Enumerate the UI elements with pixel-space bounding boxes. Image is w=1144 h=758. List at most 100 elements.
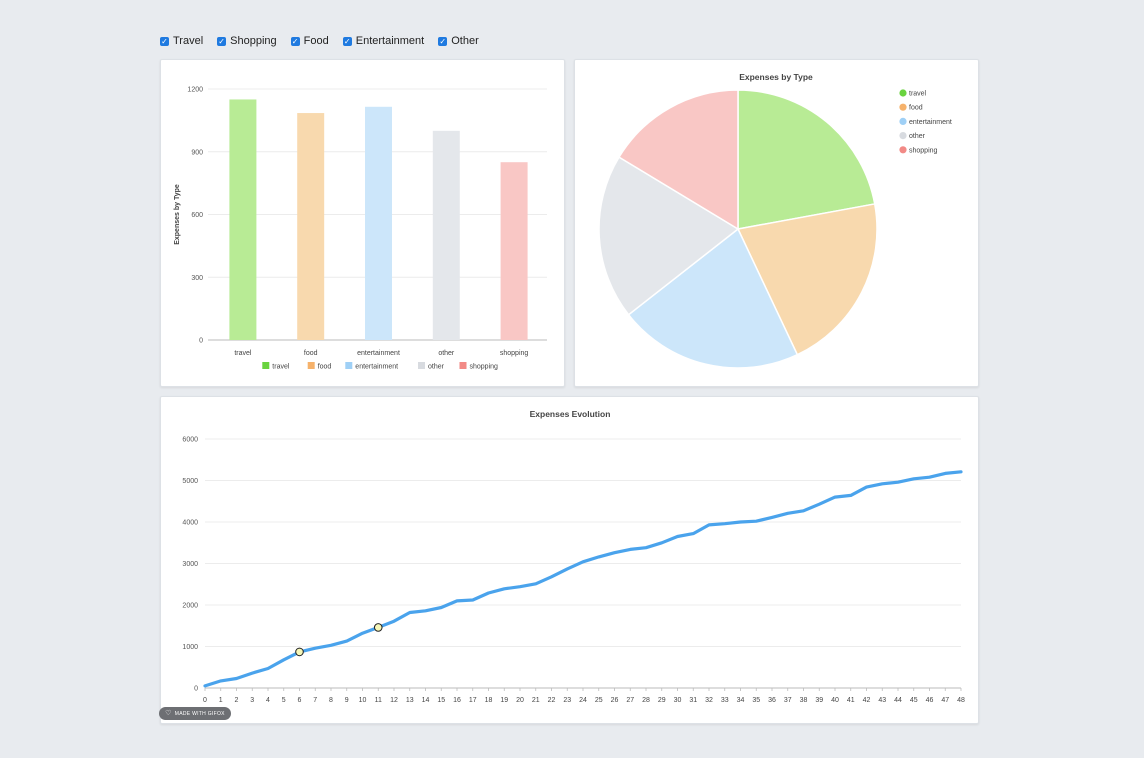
legend-label: shopping	[470, 364, 499, 371]
y-tick-label: 1200	[187, 87, 203, 94]
x-tick-label: 44	[894, 697, 902, 704]
x-tick-label: 28	[642, 697, 650, 704]
x-tick-label: 5	[282, 697, 286, 704]
x-tick-label: 17	[469, 697, 477, 704]
x-tick-label: 10	[359, 697, 367, 704]
x-tick-label: 11	[375, 697, 382, 704]
x-tick-label: 19	[500, 697, 508, 704]
x-tick-label: 18	[485, 697, 493, 704]
legend-label: entertainment	[909, 119, 952, 126]
x-tick-label: 38	[800, 697, 808, 704]
checkbox-shopping[interactable]: ✓	[217, 36, 227, 46]
heart-icon: ♡	[165, 710, 172, 717]
gifox-badge: ♡ MADE WITH GIFOX	[159, 707, 231, 720]
y-tick-label: 600	[191, 212, 203, 219]
x-tick-label: other	[438, 350, 455, 357]
x-tick-label: 16	[453, 697, 461, 704]
x-tick-label: 24	[579, 697, 587, 704]
x-tick-label: 41	[847, 697, 855, 704]
x-tick-label: 9	[345, 697, 349, 704]
x-tick-label: 35	[752, 697, 760, 704]
bar-travel	[229, 99, 257, 340]
x-tick-label: 45	[910, 697, 918, 704]
x-tick-label: entertainment	[357, 350, 400, 357]
legend-swatch-travel	[262, 362, 270, 369]
x-tick-label: 8	[329, 697, 333, 704]
legend-swatch-other	[418, 362, 425, 369]
bar-shopping	[500, 162, 528, 340]
x-tick-label: 33	[721, 697, 729, 704]
filter-food[interactable]: ✓ Food	[290, 35, 329, 47]
checkbox-other[interactable]: ✓	[438, 36, 448, 46]
bar-food	[297, 113, 325, 340]
filter-other[interactable]: ✓ Other	[438, 35, 479, 47]
y-tick-label: 0	[194, 686, 198, 693]
filter-label: Other	[451, 35, 479, 47]
x-tick-label: 31	[689, 697, 697, 704]
legend-dot-other	[899, 132, 907, 140]
data-point	[373, 623, 383, 632]
filter-label: Entertainment	[355, 35, 425, 47]
y-tick-label: 3000	[182, 561, 198, 568]
x-tick-label: 6	[298, 697, 302, 704]
x-tick-label: 34	[737, 697, 745, 704]
bar-legend: travel food entertainment other shopping	[262, 362, 498, 371]
legend-dot-travel	[899, 89, 907, 97]
x-tick-label: 43	[878, 697, 886, 704]
x-tick-label: travel	[234, 350, 252, 357]
legend-label: food	[909, 105, 923, 112]
line-chart-card: Expenses Evolution 0 1000 2000 3000 4000 5000 6…	[160, 396, 979, 724]
pie-slice-shopping	[618, 89, 739, 231]
bar-chart-card: 0 300 600 900 1200 Expenses by Type travel food…	[160, 59, 565, 387]
x-tick-label: 29	[658, 697, 666, 704]
checkbox-entertainment[interactable]: ✓	[342, 36, 352, 46]
y-tick-label: 300	[191, 275, 203, 282]
x-tick-label: 46	[926, 697, 934, 704]
x-tick-label: 27	[626, 697, 634, 704]
legend-label: other	[909, 133, 926, 140]
x-tick-label: 22	[548, 697, 556, 704]
y-tick-label: 6000	[182, 437, 198, 444]
bar-entertainment	[365, 106, 392, 340]
filter-label: Food	[303, 35, 329, 47]
x-tick-label: 39	[815, 697, 823, 704]
x-tick-label: 26	[611, 697, 619, 704]
x-tick-label: 25	[595, 697, 603, 704]
y-tick-label: 4000	[182, 520, 198, 527]
y-tick-label: 2000	[182, 603, 198, 610]
x-tick-label: 2	[235, 697, 239, 704]
x-tick-label: food	[304, 350, 318, 357]
x-tick-label: 32	[705, 697, 713, 704]
x-tick-label: 0	[203, 697, 207, 704]
legend-label: entertainment	[355, 364, 398, 371]
legend-label: food	[318, 364, 332, 371]
legend-dot-shopping	[899, 146, 907, 154]
x-tick-label: 7	[313, 697, 317, 704]
checkbox-food[interactable]: ✓	[290, 36, 300, 46]
y-tick-label: 0	[199, 338, 203, 345]
x-tick-label: 42	[863, 697, 871, 704]
y-tick-label: 5000	[182, 478, 198, 485]
x-tick-label: 3	[250, 697, 254, 704]
series-line	[203, 470, 963, 688]
filter-entertainment[interactable]: ✓ Entertainment	[342, 35, 425, 47]
filter-travel[interactable]: ✓ Travel	[160, 35, 203, 47]
line-title: Expenses Evolution	[530, 409, 611, 419]
filter-label: Travel	[173, 35, 204, 47]
pie-slice-travel	[737, 89, 876, 230]
x-tick-label: 12	[390, 697, 398, 704]
bar-other	[432, 130, 460, 340]
legend-label: travel	[272, 364, 290, 371]
pie-legend: travel food entertainment other shopping	[899, 89, 952, 154]
x-tick-label: 1	[219, 697, 223, 704]
filter-shopping[interactable]: ✓ Shopping	[217, 35, 277, 47]
legend-swatch-food	[307, 362, 315, 369]
x-tick-label: 37	[784, 697, 792, 704]
filter-label: Shopping	[230, 35, 277, 47]
data-point	[295, 647, 304, 657]
x-tick-label: 4	[266, 697, 270, 704]
x-tick-label: 20	[516, 697, 524, 704]
legend-dot-food	[899, 103, 907, 111]
legend-swatch-entertainment	[345, 362, 353, 369]
checkbox-travel[interactable]: ✓	[160, 36, 169, 46]
